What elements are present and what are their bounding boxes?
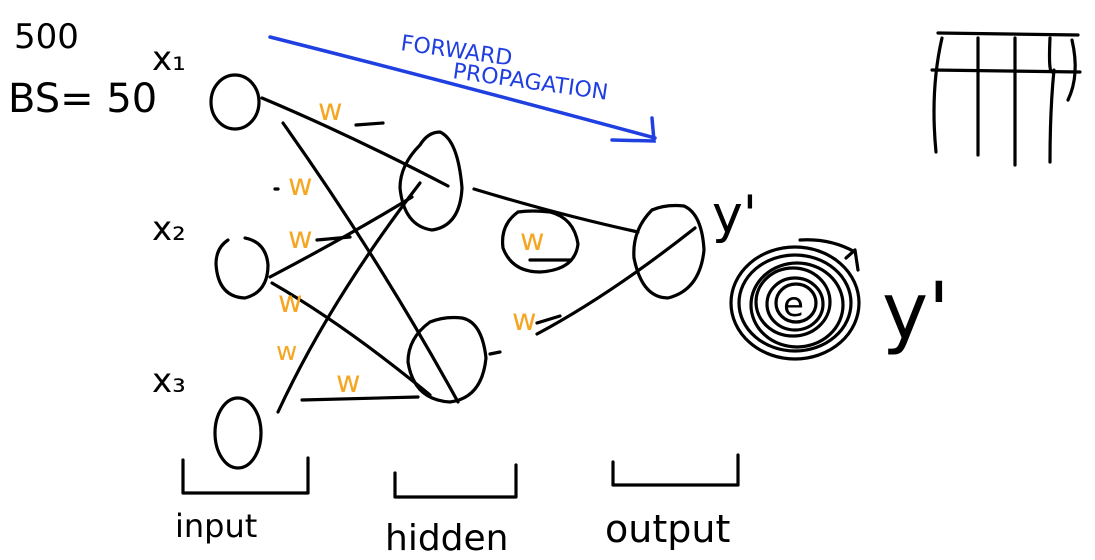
- layer-brackets: [181, 453, 740, 499]
- edge-h1-out: [472, 187, 640, 234]
- error-scribble-icon: [729, 245, 861, 361]
- output-node: [632, 203, 706, 300]
- layer-label-output: output: [605, 507, 730, 551]
- weight-label: w: [512, 303, 537, 338]
- output-layer: [500, 203, 706, 300]
- edge-h2-out: [535, 226, 697, 336]
- weight-dash-2: [315, 235, 352, 242]
- edge-x1-h2: [281, 121, 460, 404]
- weight-label: w: [276, 337, 297, 367]
- forward-label-line2: PROPAGATION: [451, 59, 609, 106]
- compare-arrow: [798, 238, 857, 254]
- hidden-node-1: [398, 130, 464, 232]
- weight-label: w: [336, 365, 361, 400]
- output-annotations: y' y' e: [712, 185, 950, 361]
- h2-tick: [488, 350, 502, 356]
- note-sample-count: 500: [14, 17, 79, 57]
- target-y: y': [882, 267, 950, 357]
- edge-x3-h1: [276, 181, 422, 414]
- weight-label: w: [288, 221, 313, 256]
- compare-arrowhead-icon: [844, 248, 860, 272]
- error-symbol: e: [783, 285, 804, 325]
- weight-circle: [500, 209, 580, 274]
- bracket-output: [611, 453, 740, 487]
- weight-label: w: [288, 168, 313, 203]
- output-y-hat: y': [712, 185, 757, 245]
- weight-labels: w w w w w w w w: [276, 93, 545, 400]
- input-layer: [209, 73, 270, 470]
- edge-x3-h2: [300, 395, 420, 402]
- weight-label: w: [520, 223, 545, 258]
- bracket-input: [181, 456, 310, 495]
- layer-label-input: input: [175, 507, 257, 545]
- layer-label-hidden: hidden: [385, 518, 509, 559]
- input-node-x3: [213, 396, 263, 470]
- weight-label: w: [318, 93, 343, 128]
- weight-dash-4: [535, 314, 562, 325]
- connections: [260, 96, 697, 414]
- edge-x2-h2: [270, 281, 432, 397]
- input-node-x2: [214, 236, 270, 300]
- table-sketch: [930, 31, 1082, 167]
- input-label-x2: x₂: [152, 209, 186, 249]
- weight-dash-1: [354, 121, 385, 127]
- forward-arrow-line: [268, 35, 657, 140]
- hidden-layer: [398, 130, 488, 404]
- bracket-hidden: [393, 463, 518, 499]
- weight-label: w: [278, 285, 303, 320]
- input-label-x1: x₁: [152, 39, 186, 79]
- input-node-x1: [209, 73, 261, 131]
- edge-x1-h1: [260, 96, 450, 188]
- forward-arrowhead-icon: [610, 116, 656, 143]
- hidden-node-2: [406, 315, 488, 404]
- note-batch-size: BS= 50: [8, 76, 157, 122]
- input-label-x3: x₃: [152, 361, 186, 401]
